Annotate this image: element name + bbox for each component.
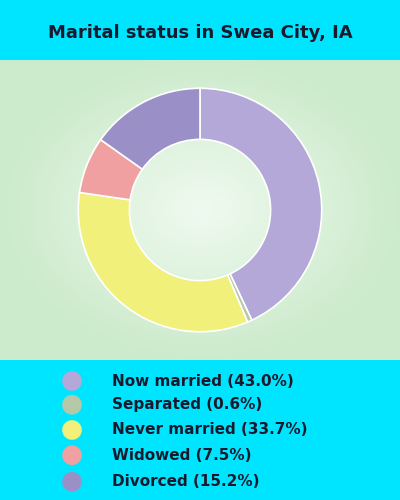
Text: Widowed (7.5%): Widowed (7.5%): [112, 448, 252, 462]
Text: Separated (0.6%): Separated (0.6%): [112, 398, 262, 412]
Text: Marital status in Swea City, IA: Marital status in Swea City, IA: [48, 24, 352, 42]
Wedge shape: [78, 192, 248, 332]
Wedge shape: [228, 274, 252, 322]
Text: Divorced (15.2%): Divorced (15.2%): [112, 474, 260, 490]
Text: Now married (43.0%): Now married (43.0%): [112, 374, 294, 388]
Text: Never married (33.7%): Never married (33.7%): [112, 422, 308, 438]
Wedge shape: [200, 88, 322, 320]
Wedge shape: [101, 88, 200, 169]
Wedge shape: [80, 140, 142, 200]
